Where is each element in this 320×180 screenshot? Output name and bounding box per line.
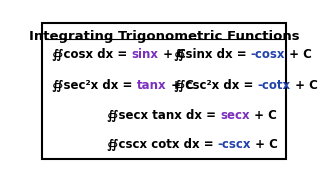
Text: ∯cosx dx =: ∯cosx dx =: [52, 48, 132, 61]
Text: ∯sinx dx =: ∯sinx dx =: [174, 48, 251, 61]
FancyBboxPatch shape: [43, 23, 285, 159]
Text: + C: + C: [159, 48, 186, 61]
Text: ∯csc²x dx =: ∯csc²x dx =: [174, 79, 257, 92]
Text: + C: + C: [251, 138, 278, 151]
Text: + C: + C: [285, 48, 312, 61]
Text: Integrating Trigonometric Functions: Integrating Trigonometric Functions: [29, 30, 299, 43]
Text: sinx: sinx: [132, 48, 159, 61]
Text: -cotx: -cotx: [257, 79, 291, 92]
Text: -cscx: -cscx: [218, 138, 251, 151]
Text: secx: secx: [220, 109, 250, 122]
Text: + C: + C: [166, 79, 193, 92]
Text: tanx: tanx: [137, 79, 166, 92]
Text: -cosx: -cosx: [251, 48, 285, 61]
Text: ∯secx tanx dx =: ∯secx tanx dx =: [107, 109, 220, 122]
Text: + C: + C: [250, 109, 276, 122]
Text: ∯cscx cotx dx =: ∯cscx cotx dx =: [107, 138, 218, 151]
Text: ∯sec²x dx =: ∯sec²x dx =: [52, 79, 137, 92]
Text: + C: + C: [291, 79, 317, 92]
